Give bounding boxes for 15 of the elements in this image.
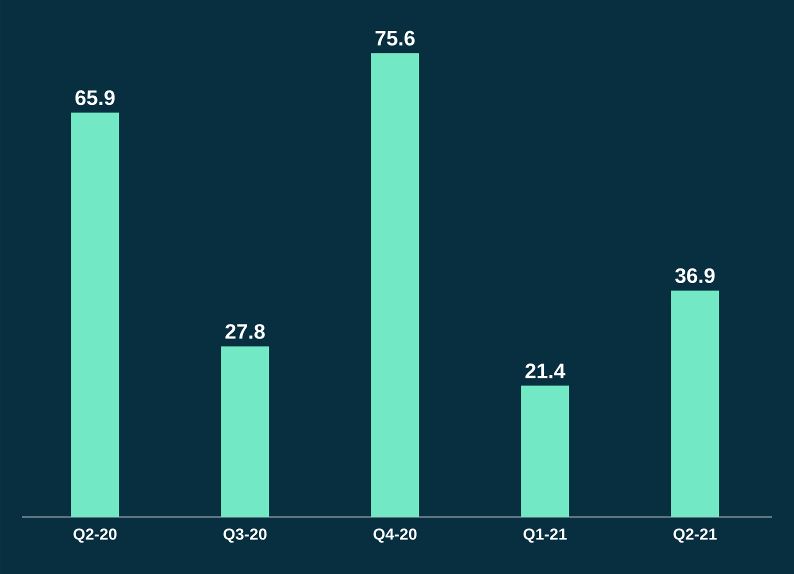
data-label: 21.4 — [525, 364, 566, 378]
x-tick-label: Q2-20 — [74, 528, 117, 543]
x-tick-label: Q2-21 — [674, 528, 717, 543]
data-label: 65.9 — [75, 90, 115, 106]
bar — [671, 290, 720, 517]
x-tick-label: Q3-20 — [224, 528, 267, 543]
x-tick-label: Q1-21 — [524, 528, 567, 543]
bar — [221, 346, 270, 517]
data-label: 36.9 — [675, 268, 715, 284]
bar — [371, 53, 420, 517]
data-label: 75.6 — [376, 30, 415, 46]
data-label: 27.8 — [225, 324, 265, 339]
bar — [71, 112, 120, 517]
x-tick-label: Q4-20 — [374, 528, 417, 543]
bar — [521, 386, 570, 517]
